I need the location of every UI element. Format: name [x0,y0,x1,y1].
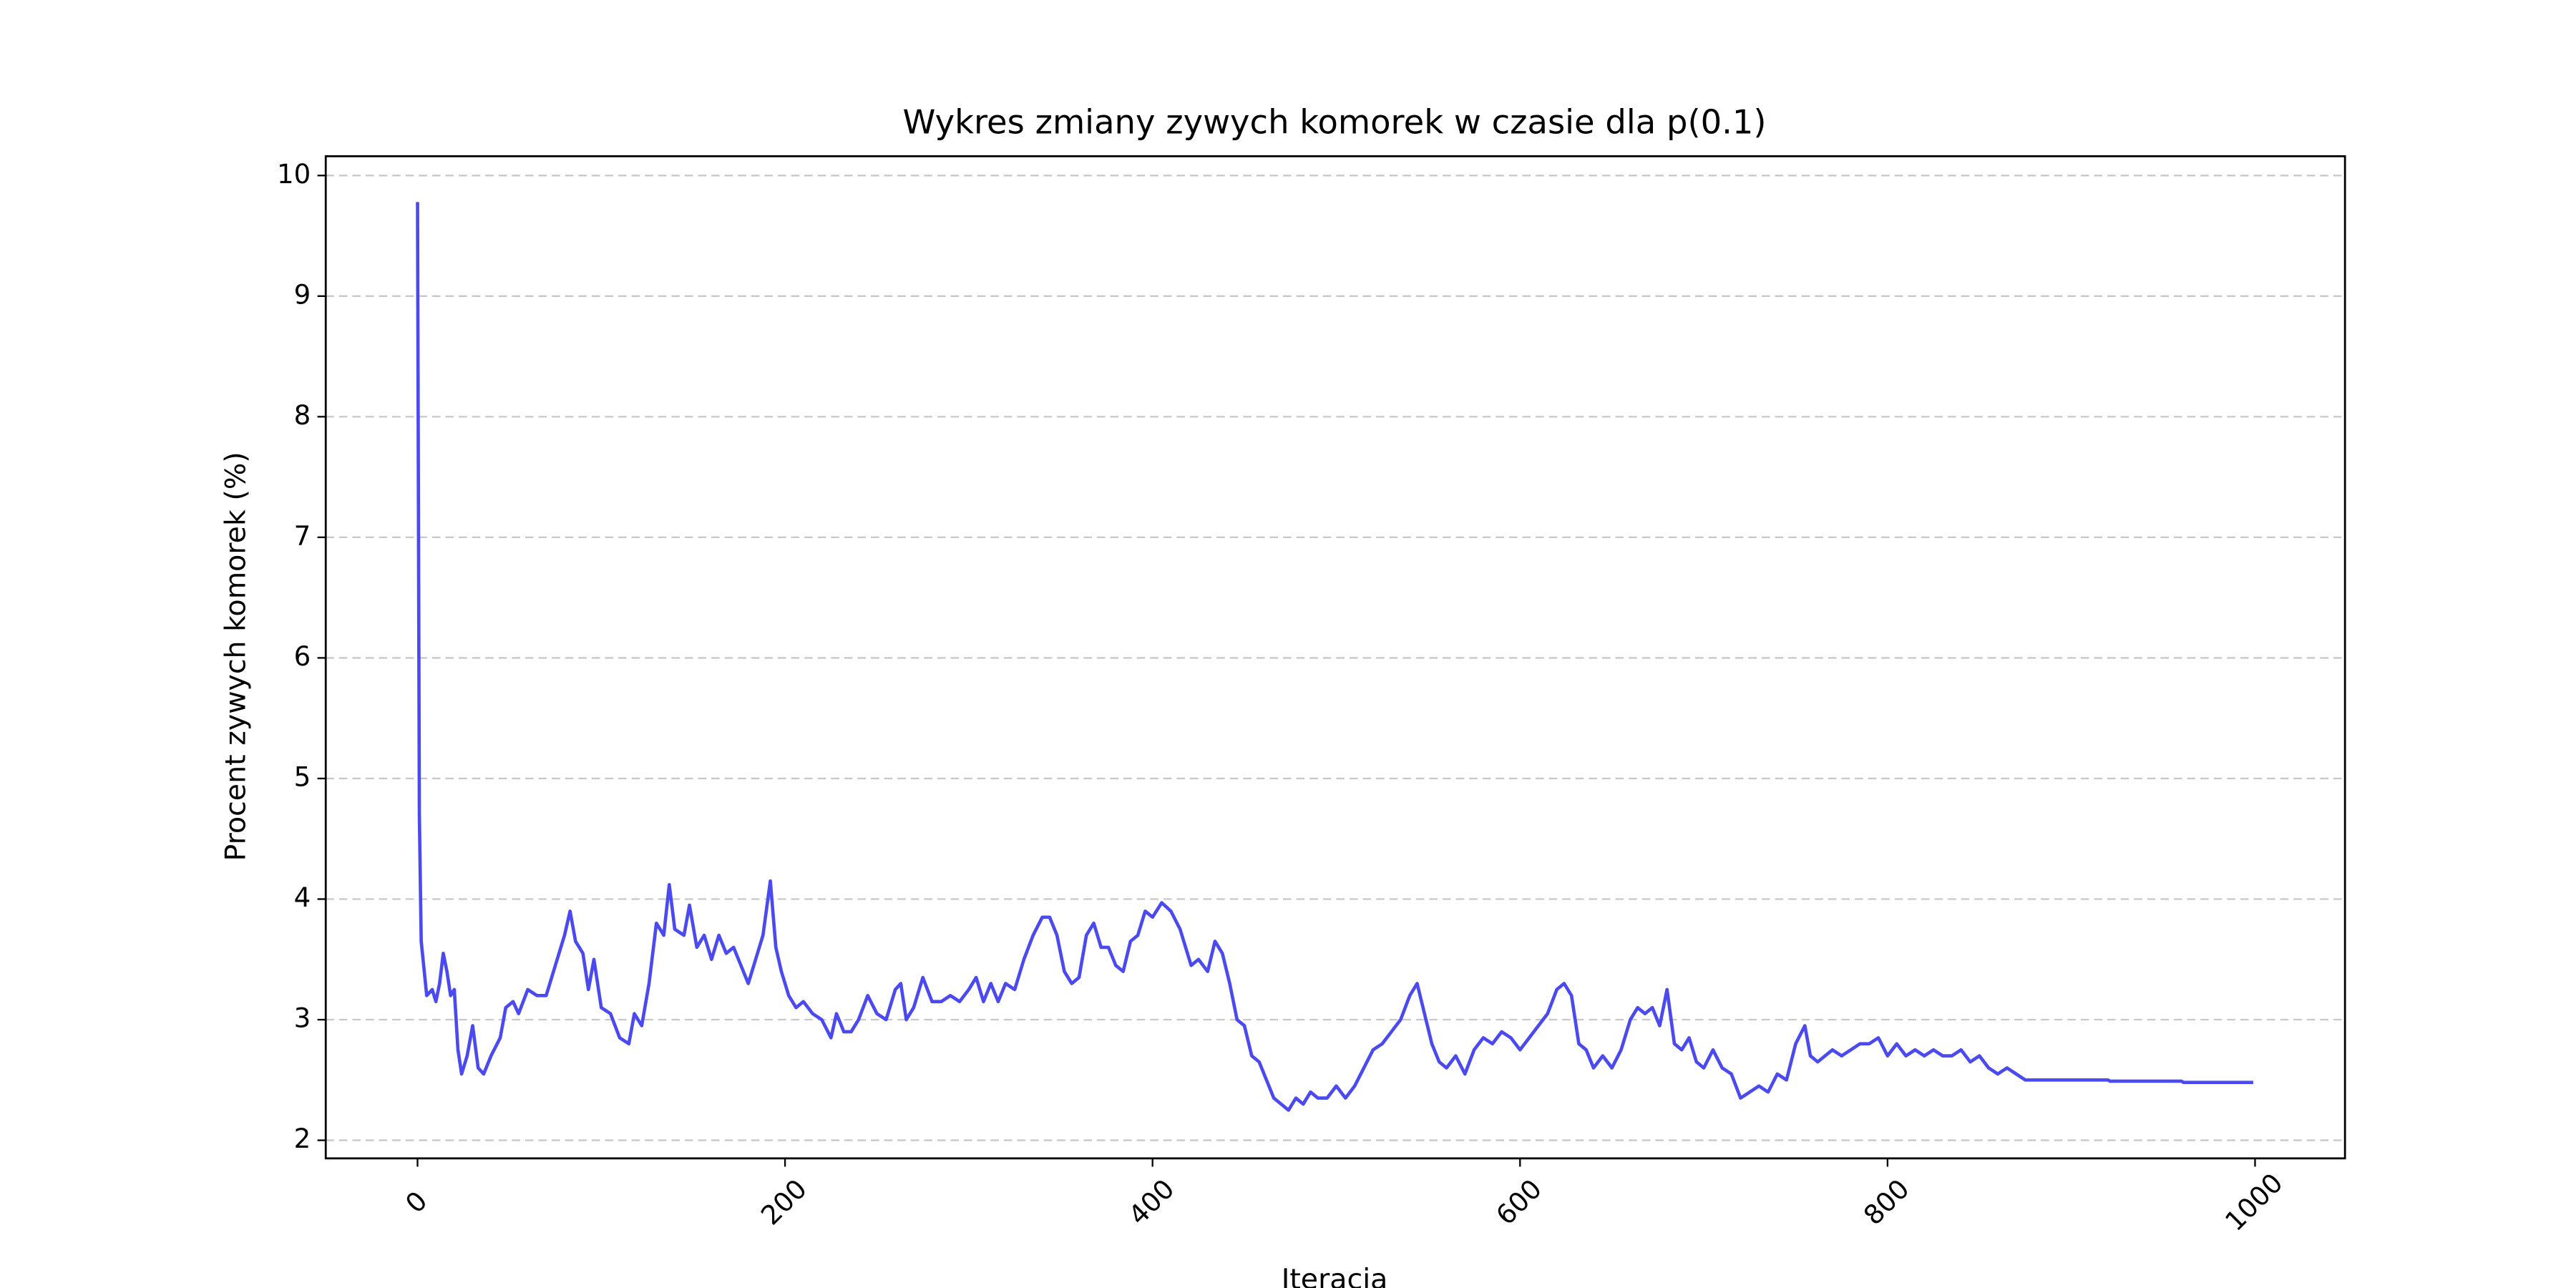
x-axis-label: Iteracja [1282,1263,1388,1288]
y-tick-label: 4 [294,882,311,913]
grid [326,175,2346,1141]
y-tick-label: 10 [277,159,311,190]
chart-title: Wykres zmiany zywych komorek w czasie dl… [903,103,1767,142]
y-tick-label: 8 [294,400,311,431]
y-tick-label: 6 [294,641,311,672]
y-tick-label: 7 [294,520,311,551]
y-tick-label: 5 [294,761,311,792]
y-axis-label: Procent zywych komorek (%) [220,452,253,861]
y-tick-label: 9 [294,279,311,310]
y-tick-label: 2 [294,1123,311,1154]
plot-area [416,202,2253,1112]
data-line [416,202,2253,1112]
y-tick-label: 3 [294,1003,311,1034]
